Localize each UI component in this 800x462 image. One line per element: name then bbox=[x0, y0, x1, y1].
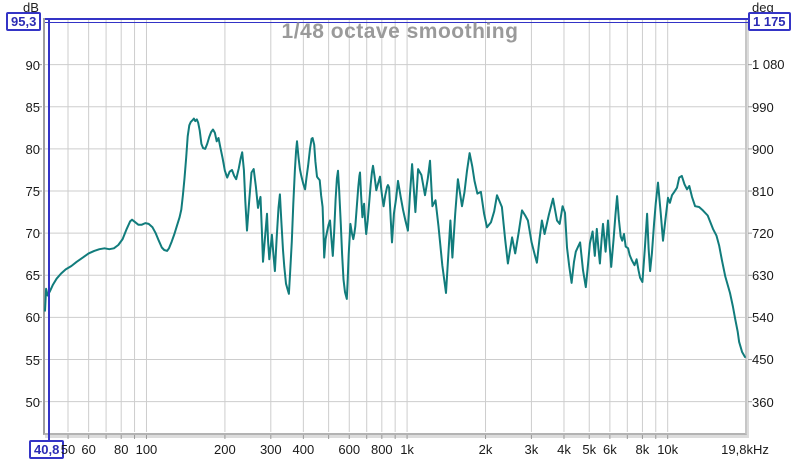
y2-axis-label: 540 bbox=[752, 310, 774, 326]
y-axis-label: 65 bbox=[25, 268, 40, 284]
x-axis-label: 800 bbox=[370, 442, 393, 457]
right-axis-unit-label: deg bbox=[752, 0, 774, 15]
y-axis-label: 85 bbox=[25, 99, 40, 115]
x-axis-label: 8k bbox=[635, 442, 650, 457]
y-axis-label: 90 bbox=[25, 57, 40, 73]
x-axis-label: 2k bbox=[478, 442, 493, 457]
x-axis-label: 10k bbox=[657, 442, 679, 457]
x-axis-label: 600 bbox=[338, 442, 361, 457]
y-axis-label: 80 bbox=[25, 141, 40, 157]
y2-axis-label: 990 bbox=[752, 99, 774, 115]
x-axis-label: 100 bbox=[135, 442, 158, 457]
axis-limit-line-vertical bbox=[48, 20, 50, 441]
x-axis-label: 6k bbox=[602, 442, 617, 457]
y2-axis-label: 450 bbox=[752, 352, 774, 368]
db-axis-max-field[interactable]: 95,3 bbox=[6, 12, 42, 31]
y-axis-label: 55 bbox=[25, 352, 40, 368]
left-axis-unit-label: dB bbox=[23, 0, 39, 15]
x-axis-label: 1k bbox=[400, 442, 414, 457]
x-axis-label: 60 bbox=[81, 442, 96, 457]
x-axis-label: 300 bbox=[259, 442, 282, 457]
axis-limit-line-horizontal bbox=[45, 18, 750, 23]
x-axis-label: 400 bbox=[292, 442, 315, 457]
chart-title: 1/48 octave smoothing bbox=[281, 20, 519, 43]
x-axis-label: 200 bbox=[214, 442, 236, 457]
y2-axis-label: 630 bbox=[752, 268, 774, 284]
x-axis-label: 19,8kHz bbox=[721, 442, 769, 457]
y2-axis-label: 900 bbox=[752, 141, 774, 157]
y2-axis-label: 1 080 bbox=[752, 57, 785, 73]
y2-axis-label: 720 bbox=[752, 226, 774, 242]
y-axis-label: 60 bbox=[25, 310, 40, 326]
y-axis-label: 50 bbox=[25, 394, 40, 410]
deg-axis-max-field[interactable]: 1 175 bbox=[748, 12, 791, 31]
x-axis-label: 4k bbox=[557, 442, 571, 457]
y2-axis-label: 810 bbox=[752, 183, 774, 199]
plot-area[interactable] bbox=[43, 18, 747, 435]
freq-axis-min-field[interactable]: 40,8 bbox=[29, 440, 65, 459]
x-axis-label: 5k bbox=[582, 442, 597, 457]
x-axis-label: 50 bbox=[60, 442, 76, 457]
y-axis-label: 75 bbox=[25, 184, 40, 200]
y-axis-label: 70 bbox=[25, 226, 40, 242]
x-axis-label: 80 bbox=[113, 442, 129, 457]
y2-axis-label: 360 bbox=[752, 394, 774, 410]
x-axis-label: 3k bbox=[524, 442, 539, 457]
